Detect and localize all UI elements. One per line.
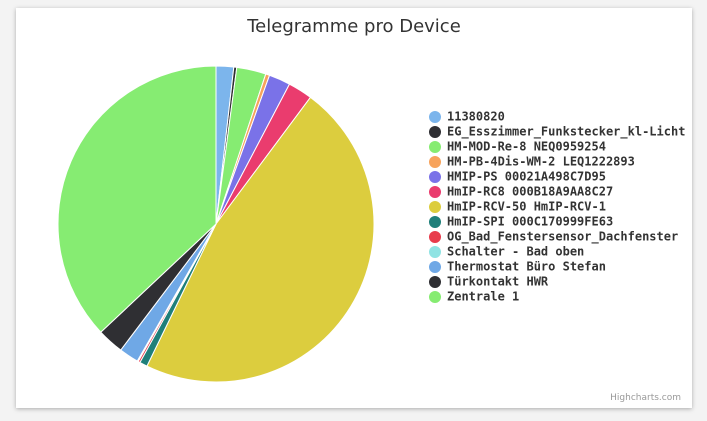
legend-item[interactable]: 11380820: [447, 110, 505, 124]
chart-title: Telegramme pro Device: [246, 16, 461, 37]
legend-item[interactable]: Schalter - Bad oben: [447, 245, 584, 259]
legend-item[interactable]: Zentrale 1: [447, 290, 519, 304]
legend-symbol: [429, 156, 441, 168]
legend-symbol: [429, 261, 441, 273]
legend-item[interactable]: HMIP-PS 00021A498C7D95: [447, 170, 606, 184]
legend-symbol: [429, 111, 441, 123]
legend-item[interactable]: Thermostat Büro Stefan: [447, 260, 606, 274]
legend-symbol: [429, 291, 441, 303]
legend-symbol: [429, 186, 441, 198]
legend-item[interactable]: EG_Esszimmer_Funkstecker_kl-Licht: [447, 125, 685, 140]
legend-symbol: [429, 201, 441, 213]
legend-symbol: [429, 246, 441, 258]
legend-item[interactable]: Türkontakt HWR: [447, 275, 549, 289]
credits[interactable]: Highcharts.com: [610, 393, 681, 403]
legend-item[interactable]: OG_Bad_Fenstersensor_Dachfenster: [447, 230, 678, 245]
pie-slice: [146, 96, 375, 383]
legend-symbol: [429, 126, 441, 138]
legend-item[interactable]: HmIP-RC8 000B18A9AA8C27: [447, 185, 613, 199]
legend-item[interactable]: HM-MOD-Re-8 NEQ0959254: [447, 140, 606, 154]
legend-symbol: [429, 171, 441, 183]
legend-item[interactable]: HmIP-SPI 000C170999FE63: [447, 215, 613, 229]
legend-item[interactable]: HM-PB-4Dis-WM-2 LEQ1222893: [447, 155, 635, 169]
legend-symbol: [429, 141, 441, 153]
legend-symbol: [429, 216, 441, 228]
legend-symbol: [429, 231, 441, 243]
legend-item[interactable]: HmIP-RCV-50 HmIP-RCV-1: [447, 200, 606, 214]
legend-symbol: [429, 276, 441, 288]
pie-slice: [57, 65, 217, 333]
